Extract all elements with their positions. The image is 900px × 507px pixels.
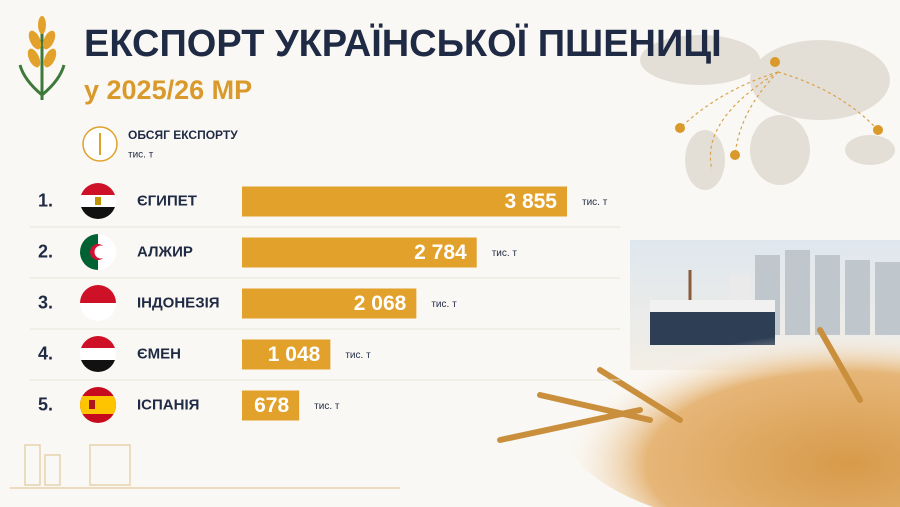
decoration [873, 125, 883, 135]
decoration [650, 300, 775, 312]
decoration [89, 444, 131, 486]
decoration [80, 183, 116, 195]
decoration [597, 367, 683, 423]
grain-pile [560, 310, 900, 507]
decoration [80, 303, 116, 321]
chart-title: ЕКСПОРТ УКРАЇНСЬКОЇ ПШЕНИЦІ [84, 22, 722, 65]
rank-label: 3. [38, 292, 53, 312]
bar [242, 186, 567, 217]
decoration [640, 35, 760, 85]
flag-spain [80, 387, 116, 423]
decoration [730, 150, 740, 160]
pins [675, 57, 883, 160]
decoration [817, 327, 863, 403]
flag-egypt [80, 183, 116, 219]
bar [242, 339, 331, 370]
value-label: 678 [254, 394, 289, 417]
route-lines [679, 71, 879, 171]
decoration [94, 245, 108, 259]
decoration [27, 48, 41, 68]
decoration [80, 207, 116, 219]
decoration [777, 71, 879, 131]
category-label: ІСПАНІЯ [137, 396, 199, 413]
decoration [80, 360, 116, 372]
decoration [43, 48, 57, 68]
unit-label: тис. т [492, 248, 518, 259]
flag-algeria [80, 234, 116, 270]
decoration [80, 336, 116, 348]
decoration [770, 57, 780, 67]
unit-label: тис. т [582, 197, 608, 208]
value-label: 1 048 [268, 343, 321, 366]
rank-label: 4. [38, 343, 53, 363]
legend-unit: тис. т [128, 150, 154, 161]
decoration [80, 285, 116, 303]
value-label: 3 855 [504, 190, 557, 213]
unit-label: тис. т [345, 350, 371, 361]
decoration [80, 348, 116, 360]
decoration [537, 392, 653, 423]
decoration [28, 30, 42, 50]
unit-label: тис. т [314, 401, 340, 412]
category-label: ІНДОНЕЗІЯ [137, 294, 220, 311]
rank-label: 5. [38, 394, 53, 414]
decoration [730, 275, 750, 300]
decoration [734, 71, 779, 156]
flags [80, 183, 116, 423]
decoration [38, 16, 46, 34]
silo-outline [10, 444, 400, 489]
decoration [18, 64, 43, 97]
decoration [750, 40, 890, 120]
value-label: 2 068 [354, 292, 407, 315]
rank-label: 2. [38, 241, 53, 261]
decoration [89, 400, 95, 409]
map-decoration [640, 35, 895, 190]
bar [242, 237, 477, 268]
decoration [80, 234, 98, 270]
decoration [80, 396, 116, 414]
value-label: 2 784 [414, 241, 467, 264]
legend: ОБСЯГ ЕКСПОРТУ тис. т [82, 126, 238, 162]
rank-label: 1. [38, 190, 53, 210]
category-label: АЛЖИР [137, 243, 193, 260]
decoration [685, 130, 725, 190]
legend-label: ОБСЯГ ЕКСПОРТУ [128, 128, 238, 142]
flag-indonesia [80, 285, 116, 321]
decoration [845, 135, 895, 165]
decoration [24, 444, 41, 486]
decoration [709, 71, 779, 171]
bar [242, 288, 417, 319]
unit-label: тис. т [431, 299, 457, 310]
decoration [95, 197, 101, 205]
flag-yemen [80, 336, 116, 372]
category-label: ЄМЕН [137, 345, 181, 362]
decoration [44, 454, 61, 486]
decoration [42, 30, 56, 50]
wheat-ears [497, 327, 863, 443]
decoration [41, 64, 66, 97]
decoration [750, 115, 810, 185]
chart-subtitle: у 2025/26 МР [84, 75, 252, 105]
bar [242, 390, 300, 421]
decoration [679, 71, 779, 129]
category-label: ЄГИПЕТ [137, 192, 197, 209]
decoration [675, 123, 685, 133]
wheat-icon [18, 16, 66, 100]
